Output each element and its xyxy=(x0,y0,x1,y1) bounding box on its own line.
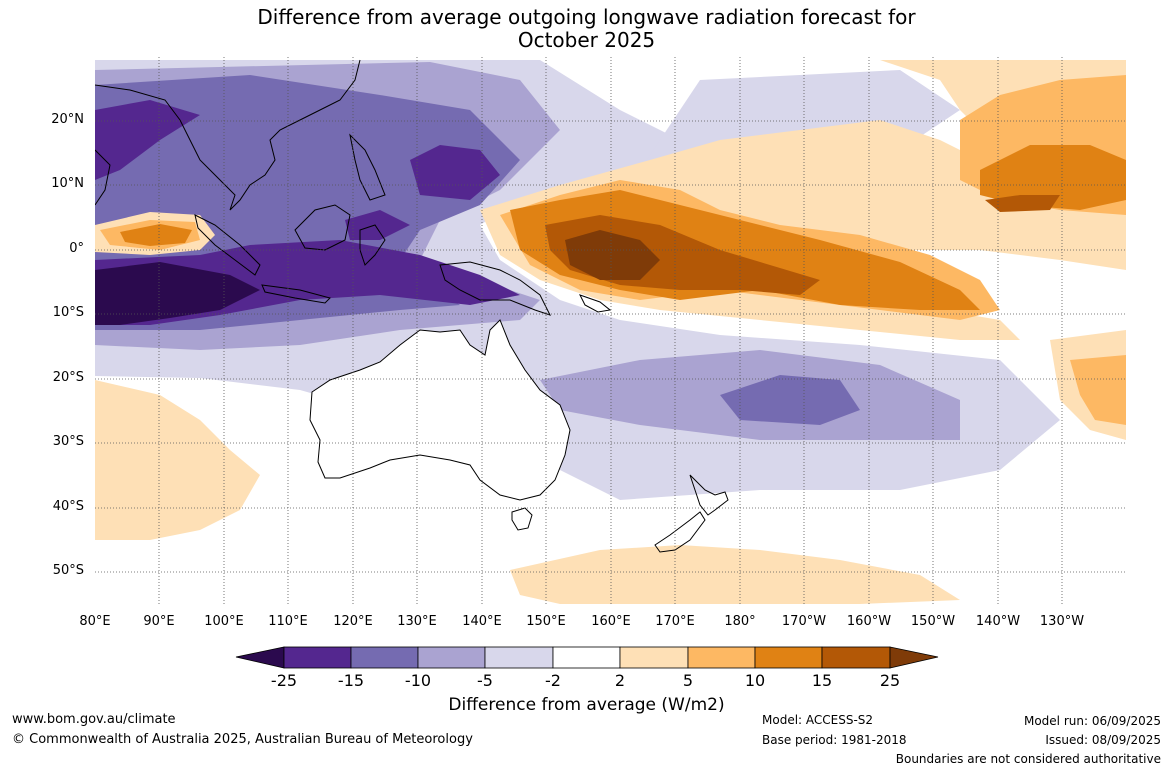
coastlines xyxy=(95,59,729,553)
anomaly-region-dark-orange-west xyxy=(120,224,192,246)
philippines-outline xyxy=(349,133,386,201)
lon-label-80e: 80°E xyxy=(79,614,111,629)
lon-label-160w: 160°W xyxy=(846,614,892,629)
java-outline xyxy=(261,284,331,304)
colorbar-tick: -15 xyxy=(337,671,365,690)
footer-model: Model: ACCESS-S2 xyxy=(762,713,874,727)
colorbar-tick: 25 xyxy=(879,671,901,690)
colorbar-segment-3 xyxy=(350,646,419,669)
lon-label-180: 180° xyxy=(724,614,756,629)
colorbar-tick: 15 xyxy=(811,671,833,690)
anomaly-region-deep-purple-4 xyxy=(345,210,410,240)
lon-label-150w: 150°W xyxy=(910,614,956,629)
anomaly-region-darkest-brown xyxy=(565,230,660,280)
map-title-line-2: October 2025 xyxy=(517,28,656,52)
colorbar-segment-9 xyxy=(754,646,823,669)
colorbar-segment-2 xyxy=(283,646,352,669)
lon-label-110e: 110°E xyxy=(268,614,308,629)
lon-label-160e: 160°E xyxy=(591,614,631,629)
colorbar-segment-6 xyxy=(552,646,621,669)
lon-label-90e: 90°E xyxy=(143,614,175,629)
borneo-outline xyxy=(294,204,351,251)
lon-label-170w: 170°W xyxy=(781,614,827,629)
colorbar-segment-4 xyxy=(417,646,486,669)
colorbar-title: Difference from average (W/m2) xyxy=(448,695,725,715)
anomaly-region-darkest-purple xyxy=(95,262,260,325)
new-zealand-south xyxy=(654,511,706,553)
anomaly-region-orange-east xyxy=(1070,355,1126,425)
sumatra-outline xyxy=(194,214,261,276)
lat-label-40s: 40°S xyxy=(52,499,84,514)
new-guinea-outline xyxy=(439,261,551,316)
lon-label-170e: 170°E xyxy=(655,614,695,629)
lon-label-130w: 130°W xyxy=(1039,614,1085,629)
anomaly-region-dark-purple-south xyxy=(720,375,860,425)
colorbar-tick: 2 xyxy=(614,671,626,690)
colorbar-tick: -5 xyxy=(477,671,493,690)
colorbar-tick: 10 xyxy=(744,671,766,690)
footer-issued: Issued: 08/09/2025 xyxy=(1045,733,1161,747)
footer-copyright: © Commonwealth of Australia 2025, Austra… xyxy=(12,732,473,747)
colorbar-tick: -10 xyxy=(404,671,432,690)
anomaly-region-deep-purple-1 xyxy=(95,100,200,180)
colorbar xyxy=(235,646,939,669)
lat-label-20s: 20°S xyxy=(52,370,84,385)
footer-url[interactable]: www.bom.gov.au/climate xyxy=(12,712,176,727)
australia-outline xyxy=(309,319,571,501)
india-outline xyxy=(95,149,111,206)
lat-label-30s: 30°S xyxy=(52,434,84,449)
anomaly-region-light-orange-se xyxy=(510,545,960,604)
lon-label-140w: 140°W xyxy=(975,614,1021,629)
anomaly-region-brown-ne xyxy=(985,195,1060,212)
colorbar-tick: -25 xyxy=(270,671,298,690)
lon-label-100e: 100°E xyxy=(204,614,244,629)
colorbar-segment-1 xyxy=(235,646,285,669)
footer-base-period: Base period: 1981-2018 xyxy=(762,733,907,747)
lon-label-150e: 150°E xyxy=(526,614,566,629)
lat-label-equator: 0° xyxy=(69,241,84,256)
footer-disclaimer: Boundaries are not considered authoritat… xyxy=(895,752,1161,766)
colorbar-segment-10 xyxy=(821,646,891,669)
lon-label-120e: 120°E xyxy=(333,614,373,629)
gridlines xyxy=(95,57,1126,604)
lon-label-140e: 140°E xyxy=(462,614,502,629)
solomon-islands-outline xyxy=(579,294,612,313)
colorbar-segment-8 xyxy=(687,646,756,669)
lat-label-10s: 10°S xyxy=(52,305,84,320)
colorbar-tick: 5 xyxy=(682,671,694,690)
anomaly-fields xyxy=(95,60,1126,604)
map-title-line-1: Difference from average outgoing longwav… xyxy=(257,5,916,29)
anomaly-region-dark-orange-ne xyxy=(980,145,1126,210)
new-zealand-north xyxy=(689,474,729,516)
lat-label-10n: 10°N xyxy=(51,176,84,191)
colorbar-segment-11 xyxy=(889,646,939,669)
footer-model-run: Model run: 06/09/2025 xyxy=(1023,714,1161,728)
lat-label-50s: 50°S xyxy=(52,563,84,578)
lat-label-20n: 20°N xyxy=(51,112,84,127)
anomaly-region-light-orange-sw xyxy=(95,380,260,540)
anomaly-region-deep-purple-2 xyxy=(410,145,500,200)
colorbar-segment-5 xyxy=(484,646,554,669)
colorbar-tick: -2 xyxy=(545,671,561,690)
colorbar-segment-7 xyxy=(619,646,689,669)
mainland-asia-outline xyxy=(95,59,361,211)
lon-label-130e: 130°E xyxy=(397,614,437,629)
